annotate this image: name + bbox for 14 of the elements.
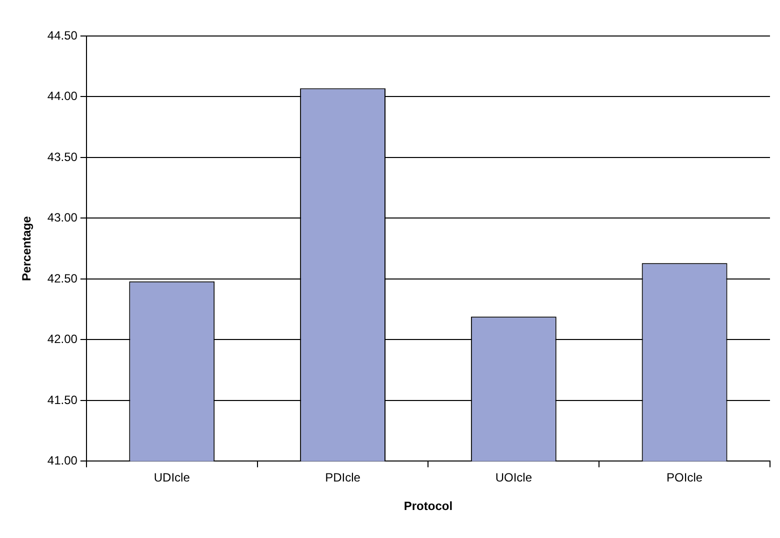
y-tick-label: 43.50 [47,150,78,164]
y-tick-label: 42.50 [47,271,78,286]
y-tick-label: 44.50 [47,28,78,42]
y-tick-label: 42.00 [47,332,78,346]
x-tick-label: UOIcle [495,470,532,485]
y-axis-title: Percentage [20,216,34,281]
y-tick-label: 43.00 [47,210,78,225]
x-tick-label: POIcle [666,470,703,485]
y-tick-label: 41.00 [47,454,78,468]
x-tick-label: UDIcle [154,470,190,485]
y-tick-label: 41.50 [47,392,78,407]
x-tick-label: PDIcle [325,470,361,485]
y-tick-label: 44.00 [47,89,78,104]
x-axis-title: Protocol [404,499,453,514]
